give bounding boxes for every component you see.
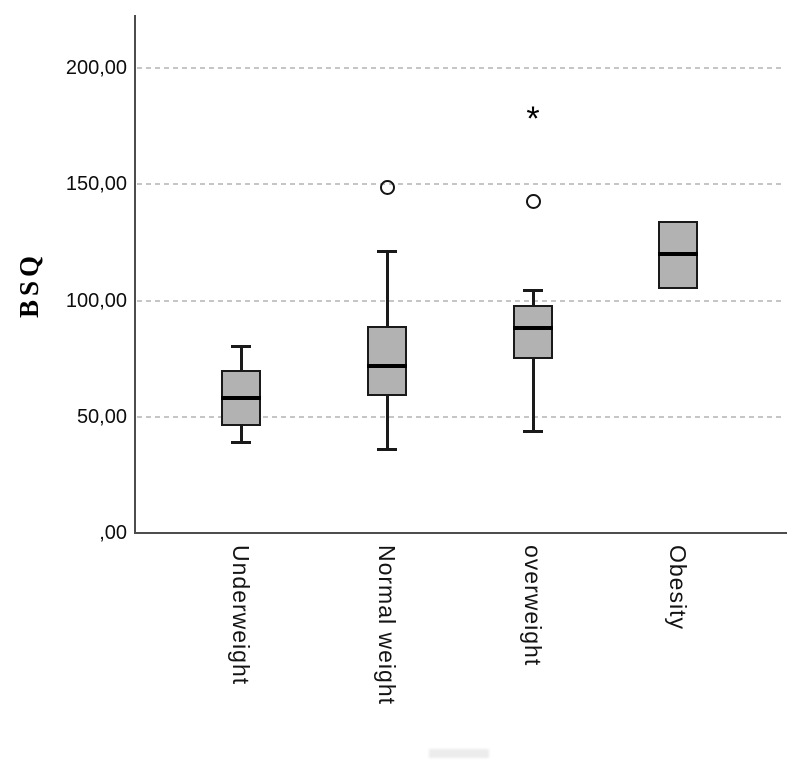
outlier-circle-normal-weight — [380, 179, 395, 195]
extreme-asterisk-overweight: * — [526, 99, 540, 138]
upper-whisker-cap-normal-weight — [377, 249, 397, 253]
y-axis-line — [134, 15, 136, 533]
lower-whisker-normal-weight — [386, 395, 389, 450]
y-tick-label: 50,00 — [76, 405, 127, 428]
median-line-overweight — [513, 326, 553, 331]
y-tick-label: 100,00 — [65, 289, 127, 312]
boxplot-box-normal-weight — [367, 326, 407, 396]
gridline-100 — [137, 299, 782, 302]
x-category-label-overweight: overweight — [520, 545, 546, 667]
upper-whisker-cap-underweight — [231, 345, 251, 348]
y-tick-label: 200,00 — [65, 57, 127, 79]
lower-whisker-cap-underweight — [231, 441, 251, 445]
median-line-underweight — [221, 396, 261, 401]
cropped-bottom-text-fragment — [429, 749, 489, 758]
x-category-label-normal-weight: Normal weight — [374, 545, 400, 705]
lower-whisker-cap-normal-weight — [377, 448, 397, 452]
boxplot-box-overweight — [513, 305, 553, 359]
x-axis-line — [134, 532, 787, 534]
lower-whisker-overweight — [532, 358, 535, 431]
upper-whisker-cap-overweight — [523, 289, 543, 293]
median-line-obesity — [658, 252, 698, 256]
y-tick-label: 150,00 — [65, 173, 127, 196]
y-tick-label: ,00 — [99, 522, 127, 544]
outlier-circle-overweight — [526, 193, 541, 209]
gridline-150 — [137, 183, 782, 186]
median-line-normal-weight — [367, 363, 407, 368]
upper-whisker-overweight — [532, 291, 535, 306]
x-category-label-underweight: Underweight — [228, 545, 254, 686]
lower-whisker-cap-overweight — [523, 429, 543, 433]
gridline-200 — [137, 67, 782, 69]
upper-whisker-normal-weight — [386, 251, 389, 327]
lower-whisker-underweight — [240, 426, 243, 443]
gridline-50 — [137, 415, 782, 418]
upper-whisker-underweight — [240, 347, 243, 371]
x-category-label-obesity: Obesity — [665, 545, 691, 630]
